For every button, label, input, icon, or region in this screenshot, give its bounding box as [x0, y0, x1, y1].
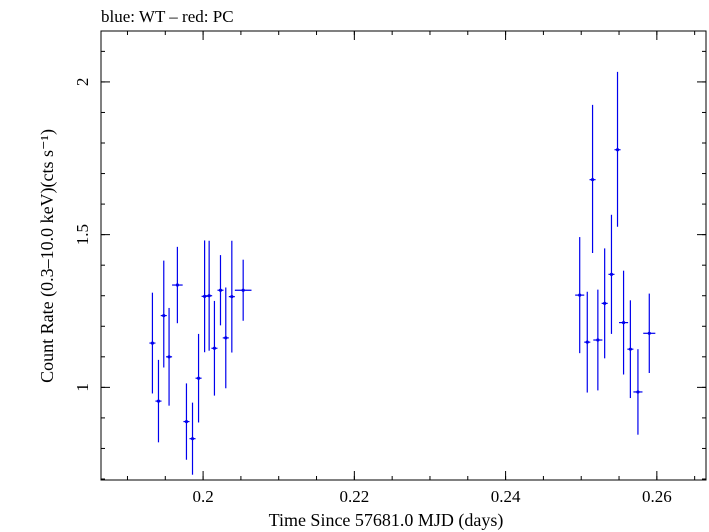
data-point	[166, 307, 173, 406]
point-marker	[203, 294, 207, 298]
point-marker	[603, 301, 607, 305]
data-point	[217, 255, 224, 326]
data-point	[155, 359, 162, 443]
point-marker	[184, 419, 189, 424]
point-marker	[615, 148, 620, 152]
point-marker	[190, 437, 195, 441]
point-marker	[647, 331, 651, 335]
point-marker	[156, 399, 161, 403]
x-tick-label: 0.26	[642, 487, 672, 506]
data-point	[183, 383, 190, 460]
x-tick-label: 0.2	[192, 487, 213, 506]
data-point	[643, 293, 656, 374]
y-tick-label: 1.5	[73, 224, 92, 245]
point-marker	[224, 336, 228, 340]
data-point	[627, 300, 634, 399]
point-marker	[241, 288, 245, 292]
plot-frame	[100, 30, 707, 481]
point-marker	[230, 295, 234, 299]
data-point	[201, 240, 208, 353]
y-axis-label: Count Rate (0.3–10.0 keV)(cts s⁻¹)	[37, 129, 58, 383]
data-point	[195, 333, 202, 423]
data-point	[206, 240, 213, 351]
data-point	[149, 292, 156, 394]
point-marker	[212, 346, 217, 350]
point-marker	[578, 293, 582, 297]
y-axis-ticks: 11.52	[73, 50, 706, 480]
data-points	[149, 71, 656, 475]
data-point	[160, 260, 167, 368]
data-point	[575, 237, 585, 354]
data-point	[589, 104, 596, 253]
point-marker	[621, 321, 626, 325]
point-marker	[596, 338, 600, 342]
data-point	[189, 402, 196, 475]
x-axis-label: Time Since 57681.0 MJD (days)	[269, 510, 504, 531]
data-point	[222, 287, 229, 389]
x-tick-label: 0.22	[339, 487, 369, 506]
point-marker	[636, 390, 640, 394]
data-point	[614, 71, 621, 227]
point-marker	[167, 355, 171, 359]
data-point	[211, 300, 218, 396]
x-tick-label: 0.24	[491, 487, 521, 506]
data-point	[619, 270, 629, 375]
data-point	[633, 349, 643, 435]
x-axis-ticks: 0.2 0.22 0.24 0.26	[126, 31, 696, 506]
y-tick-label: 2	[73, 78, 92, 87]
data-point	[584, 291, 591, 393]
data-point	[601, 248, 608, 359]
point-marker	[162, 313, 166, 318]
data-point	[234, 259, 252, 321]
point-marker	[218, 288, 223, 292]
chart-title: blue: WT – red: PC	[101, 7, 234, 26]
point-marker	[175, 283, 179, 287]
data-point	[593, 289, 603, 391]
data-point	[228, 240, 235, 353]
data-point	[608, 214, 615, 334]
y-tick-label: 1	[73, 383, 92, 392]
data-point	[172, 246, 183, 324]
point-marker	[609, 272, 614, 276]
point-marker	[585, 340, 589, 344]
point-marker	[590, 178, 595, 182]
point-marker	[150, 341, 155, 345]
point-marker	[196, 376, 201, 380]
point-marker	[207, 294, 211, 298]
point-marker	[628, 347, 632, 351]
